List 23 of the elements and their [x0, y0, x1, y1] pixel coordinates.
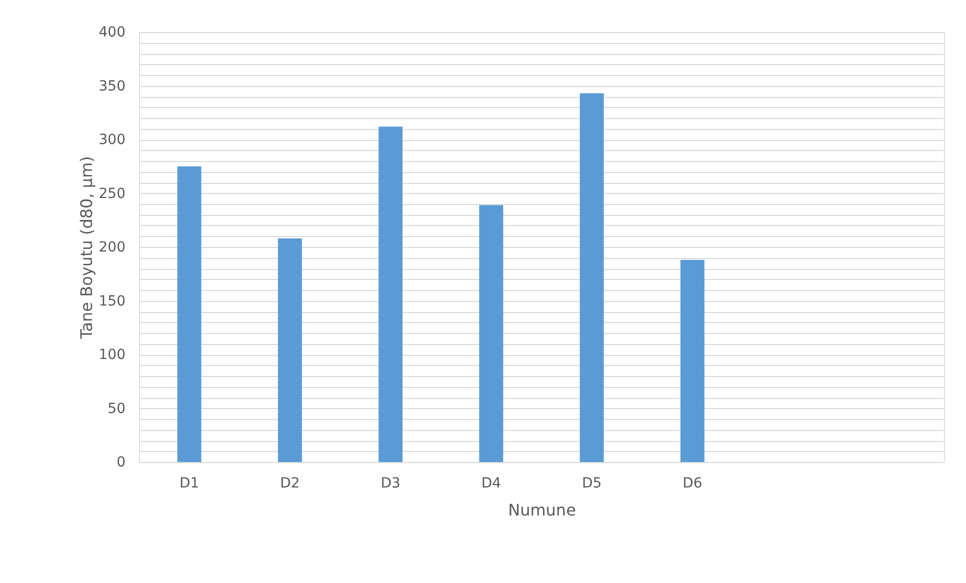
x-tick-label: D1 — [179, 476, 200, 492]
x-tick-label: D6 — [682, 476, 702, 492]
y-axis-title: Tane Boyutu (d80, µm) — [76, 156, 96, 340]
y-tick-label: 50 — [108, 400, 126, 417]
y-tick-label: 150 — [98, 293, 126, 310]
y-tick-label: 0 — [116, 454, 126, 470]
y-tick-label: 250 — [98, 186, 126, 202]
y-tick-label: 350 — [98, 78, 126, 94]
y-tick-label: 200 — [98, 240, 126, 256]
bar — [680, 260, 704, 462]
x-axis-title: Numune — [508, 500, 576, 520]
y-tick-label: 100 — [98, 347, 126, 363]
x-tick-label: D5 — [582, 476, 602, 492]
x-tick-label: D2 — [280, 476, 300, 492]
bar — [378, 126, 403, 462]
x-tick-label: D4 — [481, 476, 502, 492]
y-tick-label: 400 — [98, 24, 126, 40]
bar — [479, 205, 504, 462]
y-tick-label: 300 — [98, 132, 126, 148]
x-tick-label: D3 — [380, 476, 400, 492]
bar — [278, 238, 302, 462]
bar — [580, 93, 604, 462]
bar — [177, 166, 202, 462]
